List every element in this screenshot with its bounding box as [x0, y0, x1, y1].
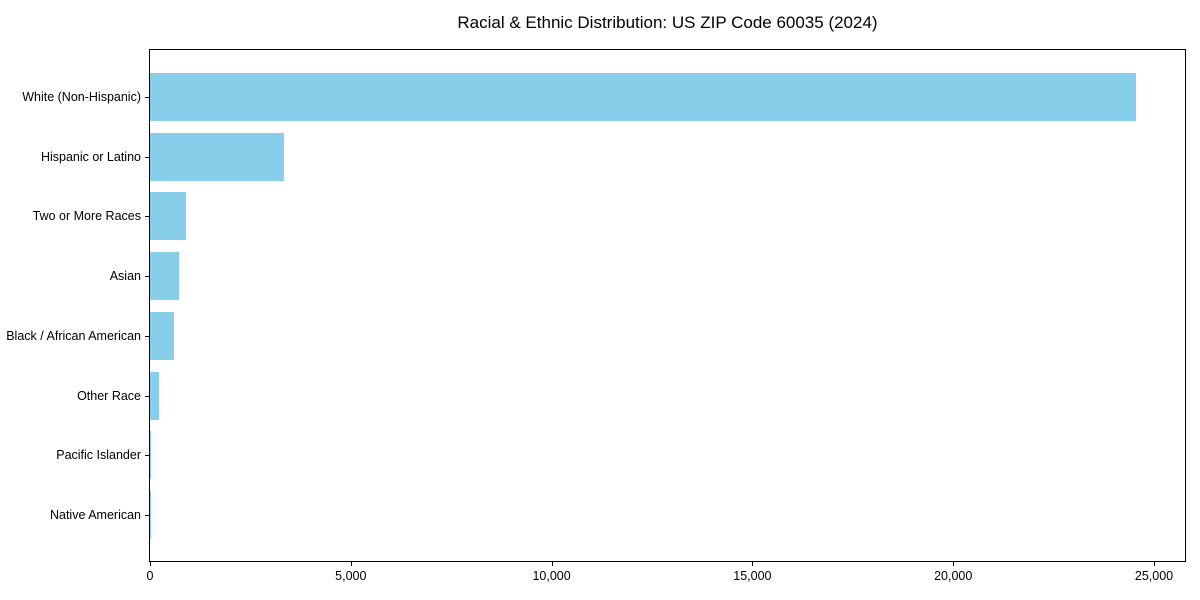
y-tick-mark: [145, 514, 149, 516]
x-tick-label: 0: [146, 569, 154, 583]
y-axis-category-label: Other Race: [77, 388, 141, 403]
y-axis-category-label: Two or More Races: [32, 209, 141, 224]
y-tick-mark: [145, 335, 149, 337]
y-tick-mark: [145, 97, 149, 98]
y-axis-category-label: Black / African American: [6, 328, 141, 343]
bar-white-non-hispanic: [150, 73, 1137, 121]
y-tick-mark: [145, 455, 149, 457]
bar-hispanic-or-latino: [150, 132, 284, 181]
y-axis-category-label: Native American: [49, 507, 141, 522]
bar-black-african-american: [150, 311, 174, 360]
x-tick-label: 10,000: [532, 569, 571, 583]
y-axis-category-label: Asian: [109, 269, 141, 284]
bar-other-race: [150, 371, 159, 420]
y-axis-category-label: Hispanic or Latino: [40, 149, 141, 164]
y-tick-mark: [145, 276, 149, 278]
y-tick-mark: [145, 216, 149, 218]
bar-two-or-more-races: [150, 192, 187, 241]
y-axis-category-label: Pacific Islander: [56, 448, 141, 463]
x-tick-mark: [551, 562, 553, 566]
y-tick-mark: [145, 156, 149, 158]
bar-asian: [150, 252, 179, 301]
x-tick-mark: [350, 562, 352, 566]
x-tick-label: 5,000: [335, 569, 367, 583]
x-tick-label: 15,000: [733, 569, 772, 583]
chart-title: Racial & Ethnic Distribution: US ZIP Cod…: [457, 13, 878, 32]
x-tick-mark: [752, 562, 754, 566]
y-tick-mark: [145, 395, 149, 397]
x-tick-mark: [1154, 562, 1155, 566]
bar-pacific-islander: [150, 431, 151, 480]
x-tick-mark: [150, 562, 151, 566]
x-tick-mark: [953, 562, 955, 566]
plot-area: [149, 49, 1186, 562]
y-axis-category-label: White (Non-Hispanic): [22, 90, 141, 104]
x-tick-label: 20,000: [934, 569, 973, 583]
x-tick-label: 25,000: [1134, 569, 1174, 583]
